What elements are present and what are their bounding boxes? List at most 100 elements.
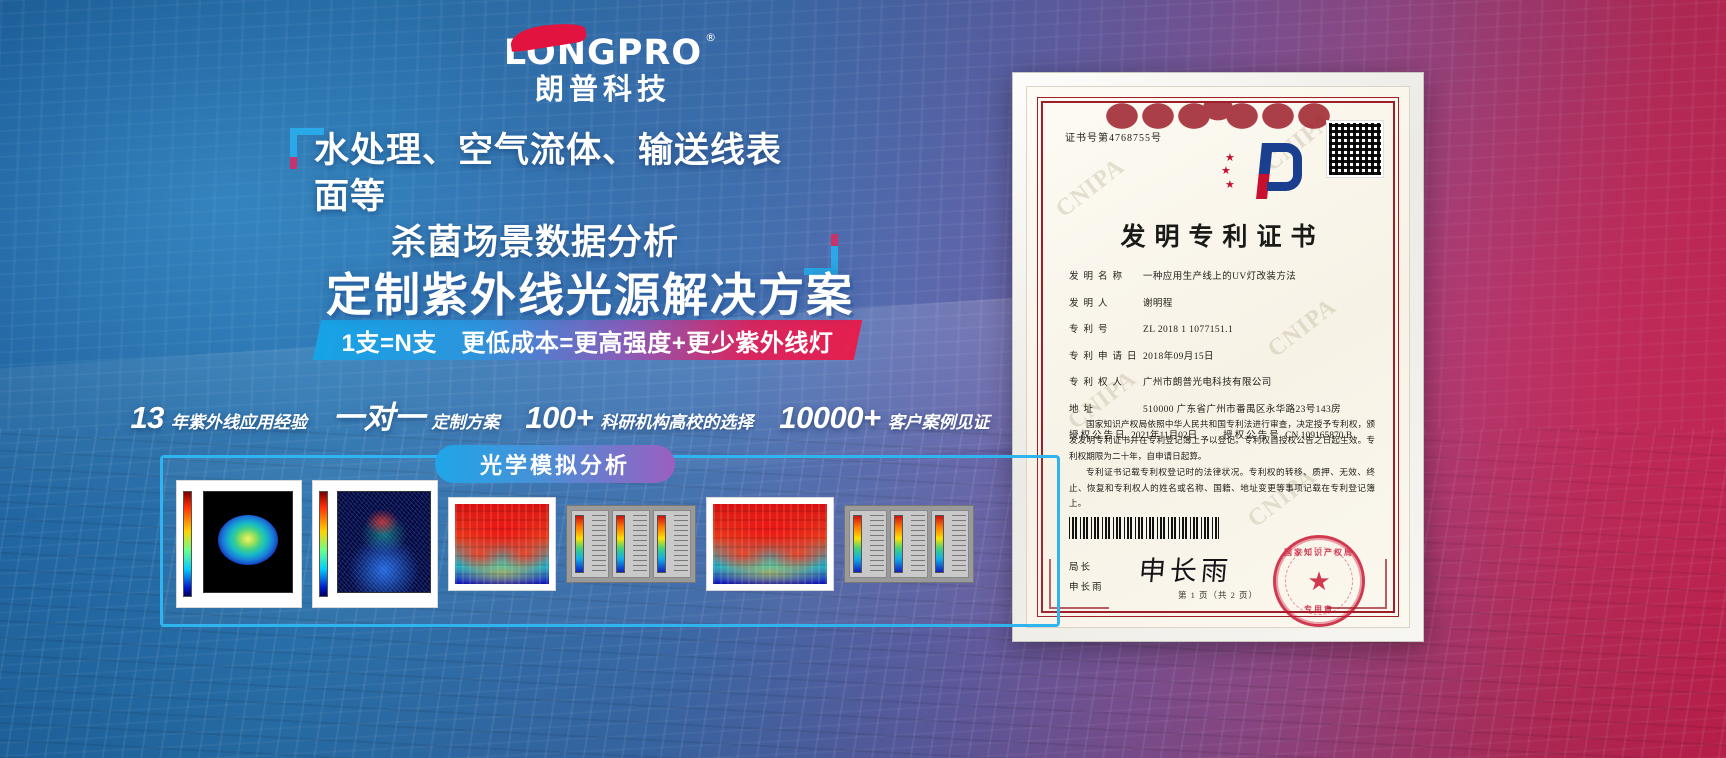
field-key: 授权公告日 <box>1069 431 1127 441</box>
brand-logo-wordmark: LONGPRO ® <box>504 19 716 71</box>
stat-label: 科研机构高校的选择 <box>600 413 754 432</box>
stat-label: 定制方案 <box>431 413 500 432</box>
stat-item: 100+ 科研机构高校的选择 <box>525 400 753 436</box>
legend-text-block <box>870 515 884 573</box>
bar-cell <box>890 510 928 578</box>
colorbar-icon <box>575 515 584 573</box>
field-key: 专利权人 <box>1069 378 1128 388</box>
field-row: 专利权人 广州市朗普光电科技有限公司 <box>1069 378 1379 389</box>
handwritten-signature: 申长雨 <box>1137 556 1234 586</box>
figure-irradiance-bars-2 <box>844 505 974 583</box>
figure-irradiance-bars-1 <box>566 505 696 583</box>
ornament-bottom-left-icon <box>1049 559 1109 609</box>
signer-name-label: 申长雨 <box>1069 583 1104 593</box>
colorbar-icon <box>935 515 944 573</box>
corner-bracket-top-left-icon <box>290 128 324 169</box>
colorbar-icon <box>657 515 666 573</box>
background-glow-left <box>0 0 600 460</box>
official-seal-icon: 国家知识产权局 ★ 专用章 <box>1273 535 1365 627</box>
field-value: 一种应用生产线上的UV灯改装方法 <box>1143 272 1297 282</box>
bar-cell <box>612 510 650 578</box>
patent-certificate: CNIPA CNIPA CNIPA CNIPA CNIPA 证书号第476875… <box>1012 72 1424 642</box>
certificate-page-number: 第 1 页（共 2 页） <box>1177 590 1258 600</box>
field-pair: 授权公告日 2021年11月02日 <box>1069 431 1198 442</box>
figure-irradiance-heatmap-1 <box>448 497 556 591</box>
field-key: 发明名称 <box>1069 272 1128 282</box>
bar-cell <box>931 510 969 578</box>
figure-beam-intensity-map <box>176 480 302 608</box>
field-value: 2018年09月15日 <box>1143 351 1214 362</box>
simulation-figures-row <box>176 478 1046 610</box>
stat-number: 一对一 <box>332 400 425 435</box>
certificate-title: 发明专利证书 <box>1120 224 1325 251</box>
ornament-top-icon <box>1098 103 1338 129</box>
field-row: 地址 510000 广东省广州市番禺区永华路23号143房 <box>1069 404 1379 416</box>
intensity-blob <box>218 515 278 565</box>
plot-area <box>455 504 549 584</box>
field-key: 地址 <box>1069 404 1099 415</box>
barcode-icon <box>1069 517 1219 539</box>
stat-label: 客户案例见证 <box>887 413 990 432</box>
plot-area <box>337 491 431 593</box>
bar-cell <box>571 510 609 578</box>
field-key: 专利申请日 <box>1069 351 1142 362</box>
background-texture-vertical <box>0 0 1726 430</box>
legend-text-block <box>592 515 606 573</box>
stat-item: 10000+ 客户案例见证 <box>779 400 989 436</box>
field-value: 谢明程 <box>1143 298 1173 309</box>
brand-name-chinese: 朗普科技 <box>534 74 671 106</box>
field-key: 发明人 <box>1069 298 1113 309</box>
figure-irradiance-heatmap-2 <box>706 497 834 591</box>
stats-row: 13 年紫外线应用经验 一对一 定制方案 100+ 科研机构高校的选择 1000… <box>110 392 1010 437</box>
stat-number: 13 <box>130 400 164 435</box>
headline-line-2: 杀菌场景数据分析 <box>390 223 679 263</box>
seal-inner-ring <box>1285 547 1353 615</box>
main-title: 定制紫外线光源解决方案 <box>326 269 854 321</box>
signer-title: 局长 <box>1069 563 1093 573</box>
field-key: 专利号 <box>1069 325 1113 335</box>
stars-icon: ★ ★ ★ <box>1221 152 1235 191</box>
legend-text-block <box>674 515 688 573</box>
seal-bottom-text: 专用章 <box>1304 605 1334 614</box>
field-row: 专利号 ZL 2018 1 1077151.1 <box>1069 325 1379 336</box>
colorbar-icon <box>183 491 192 597</box>
bar-cell <box>849 510 887 578</box>
optical-simulation-badge: 光学模拟分析 <box>435 445 675 483</box>
field-value: 广州市朗普光电科技有限公司 <box>1143 378 1272 388</box>
certificate-paragraph-1: 国家知识产权局依照中华人民共和国专利法进行审查，决定授予专利权，颁发发明专利证书… <box>1069 419 1375 461</box>
colorbar-icon <box>853 515 862 573</box>
plot-area <box>203 491 293 593</box>
colorbar-icon <box>616 515 625 573</box>
legend-text-block <box>633 515 647 573</box>
field-value: 510000 广东省广州市番禺区永华路23号143房 <box>1143 404 1342 415</box>
stat-number: 100+ <box>525 400 594 435</box>
title-subtitle: 1支=N支 更低成本=更高强度+更少紫外线灯 <box>341 329 834 357</box>
left-content-area: LONGPRO ® 朗普科技 水处理、空气流体、输送线表面等 杀菌场景数据分析 … <box>110 19 1060 627</box>
stat-item: 13 年紫外线应用经验 <box>130 400 306 436</box>
p-mark-icon <box>1259 143 1302 199</box>
plot-area <box>713 504 827 584</box>
cnipa-emblem-icon: ★ ★ ★ <box>1221 141 1302 201</box>
field-value: ZL 2018 1 1077151.1 <box>1143 325 1234 335</box>
field-row: 发明名称 一种应用生产线上的UV灯改装方法 <box>1069 272 1379 283</box>
ornament-bottom-right-icon <box>1327 559 1387 609</box>
field-row: 专利申请日 2018年09月15日 <box>1069 351 1379 363</box>
field-value: 2021年11月02日 <box>1131 431 1198 441</box>
qr-code-icon <box>1326 120 1384 178</box>
colorbar-icon <box>894 515 903 573</box>
stat-label: 年紫外线应用经验 <box>170 413 307 432</box>
brand-logo: LONGPRO ® 朗普科技 <box>488 19 718 106</box>
field-row-double: 授权公告日 2021年11月02日 授权公告号 CN 109165870 B <box>1069 431 1379 442</box>
certificate-number: 证书号第4768755号 <box>1065 133 1162 144</box>
registered-trademark-icon: ® <box>705 31 718 44</box>
legend-text-block <box>952 515 966 573</box>
bar-cell <box>653 510 691 578</box>
colorbar-icon <box>319 491 328 597</box>
headline-line-1: 水处理、空气流体、输送线表面等 <box>314 131 783 217</box>
field-value: CN 109165870 B <box>1285 431 1353 441</box>
certificate-body-text: 国家知识产权局依照中华人民共和国专利法进行审查，决定授予专利权，颁发发明专利证书… <box>1069 417 1375 512</box>
stat-number: 10000+ <box>779 400 881 435</box>
